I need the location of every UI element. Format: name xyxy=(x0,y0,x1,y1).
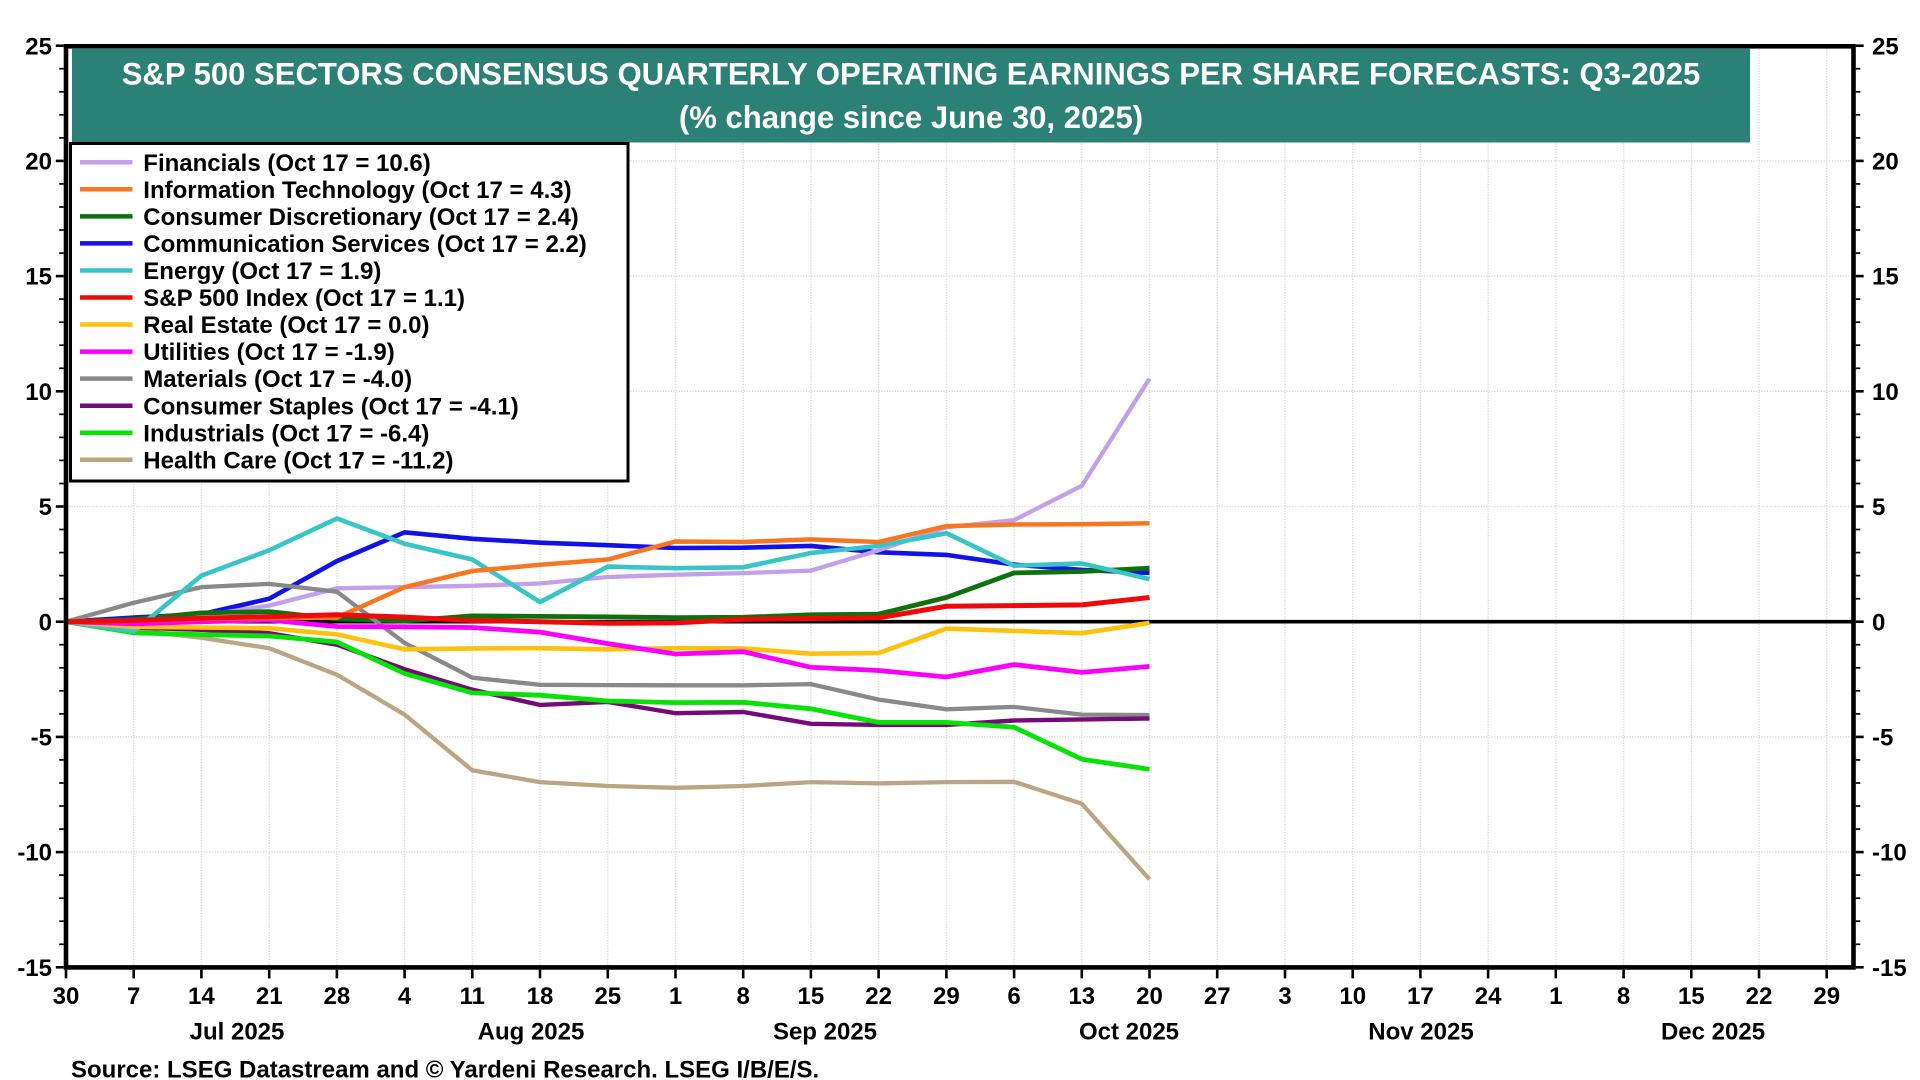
svg-text:Dec 2025: Dec 2025 xyxy=(1661,1019,1765,1046)
svg-text:0: 0 xyxy=(39,609,52,636)
svg-text:-10: -10 xyxy=(1872,840,1907,867)
svg-text:24: 24 xyxy=(1475,983,1502,1010)
svg-text:20: 20 xyxy=(1872,149,1899,176)
svg-text:10: 10 xyxy=(25,379,52,406)
svg-text:Health Care (Oct 17 = -11.2): Health Care (Oct 17 = -11.2) xyxy=(143,447,453,474)
svg-text:-5: -5 xyxy=(1872,725,1893,752)
svg-text:S&P 500 SECTORS CONSENSUS QUAR: S&P 500 SECTORS CONSENSUS QUARTERLY OPER… xyxy=(122,57,1701,92)
svg-text:27: 27 xyxy=(1204,983,1231,1010)
svg-text:Utilities (Oct 17 = -1.9): Utilities (Oct 17 = -1.9) xyxy=(143,339,394,366)
svg-text:11: 11 xyxy=(460,983,485,1010)
svg-text:5: 5 xyxy=(1872,494,1885,521)
svg-text:10: 10 xyxy=(1872,379,1899,406)
svg-text:Information Technology (Oct 17: Information Technology (Oct 17 = 4.3) xyxy=(143,177,571,204)
svg-text:6: 6 xyxy=(1007,983,1020,1010)
svg-text:Materials (Oct 17 = -4.0): Materials (Oct 17 = -4.0) xyxy=(143,366,412,393)
svg-text:5: 5 xyxy=(39,494,52,521)
svg-text:1: 1 xyxy=(669,983,682,1010)
svg-text:-15: -15 xyxy=(1872,955,1907,982)
svg-text:18: 18 xyxy=(527,983,554,1010)
svg-text:S&P 500 Index (Oct 17 = 1.1): S&P 500 Index (Oct 17 = 1.1) xyxy=(143,285,465,312)
svg-text:15: 15 xyxy=(1678,983,1705,1010)
svg-text:29: 29 xyxy=(1813,983,1840,1010)
svg-text:Nov 2025: Nov 2025 xyxy=(1368,1019,1473,1046)
svg-text:-10: -10 xyxy=(17,840,52,867)
svg-text:1: 1 xyxy=(1549,983,1562,1010)
svg-text:25: 25 xyxy=(25,33,52,60)
svg-text:Financials (Oct 17 = 10.6): Financials (Oct 17 = 10.6) xyxy=(143,150,430,177)
svg-text:7: 7 xyxy=(127,983,140,1010)
svg-text:8: 8 xyxy=(737,983,750,1010)
svg-text:30: 30 xyxy=(53,983,80,1010)
svg-text:Oct 2025: Oct 2025 xyxy=(1079,1019,1179,1046)
svg-text:-5: -5 xyxy=(31,725,52,752)
svg-text:20: 20 xyxy=(1136,983,1163,1010)
svg-text:29: 29 xyxy=(933,983,960,1010)
svg-text:25: 25 xyxy=(594,983,621,1010)
svg-text:15: 15 xyxy=(1872,264,1899,291)
svg-text:Jul 2025: Jul 2025 xyxy=(190,1019,285,1046)
svg-text:15: 15 xyxy=(25,264,52,291)
svg-text:21: 21 xyxy=(256,983,283,1010)
svg-text:13: 13 xyxy=(1068,983,1095,1010)
svg-text:Consumer Staples (Oct 17 = -4.: Consumer Staples (Oct 17 = -4.1) xyxy=(143,393,518,420)
svg-text:Energy (Oct 17 = 1.9): Energy (Oct 17 = 1.9) xyxy=(143,258,381,285)
svg-text:22: 22 xyxy=(1746,983,1773,1010)
svg-text:17: 17 xyxy=(1407,983,1434,1010)
svg-text:Sep 2025: Sep 2025 xyxy=(773,1019,877,1046)
svg-text:8: 8 xyxy=(1617,983,1630,1010)
svg-text:25: 25 xyxy=(1872,33,1899,60)
svg-text:-15: -15 xyxy=(17,955,52,982)
svg-text:22: 22 xyxy=(865,983,892,1010)
svg-text:Real Estate (Oct 17 = 0.0): Real Estate (Oct 17 = 0.0) xyxy=(143,312,429,339)
svg-text:Source: LSEG Datastream and ©: Source: LSEG Datastream and © Yardeni Re… xyxy=(71,1057,819,1080)
svg-text:15: 15 xyxy=(798,983,825,1010)
svg-text:Communication Services (Oct 17: Communication Services (Oct 17 = 2.2) xyxy=(143,231,587,258)
svg-text:4: 4 xyxy=(398,983,412,1010)
svg-text:20: 20 xyxy=(25,149,52,176)
svg-text:28: 28 xyxy=(324,983,351,1010)
svg-text:Aug 2025: Aug 2025 xyxy=(478,1019,585,1046)
svg-text:10: 10 xyxy=(1339,983,1366,1010)
svg-text:0: 0 xyxy=(1872,609,1885,636)
svg-text:(% change since June 30, 2025): (% change since June 30, 2025) xyxy=(679,100,1143,135)
svg-text:Industrials (Oct 17 = -6.4): Industrials (Oct 17 = -6.4) xyxy=(143,420,429,447)
svg-text:3: 3 xyxy=(1278,983,1291,1010)
svg-text:Consumer Discretionary (Oct 17: Consumer Discretionary (Oct 17 = 2.4) xyxy=(143,204,579,231)
svg-text:14: 14 xyxy=(188,983,215,1010)
